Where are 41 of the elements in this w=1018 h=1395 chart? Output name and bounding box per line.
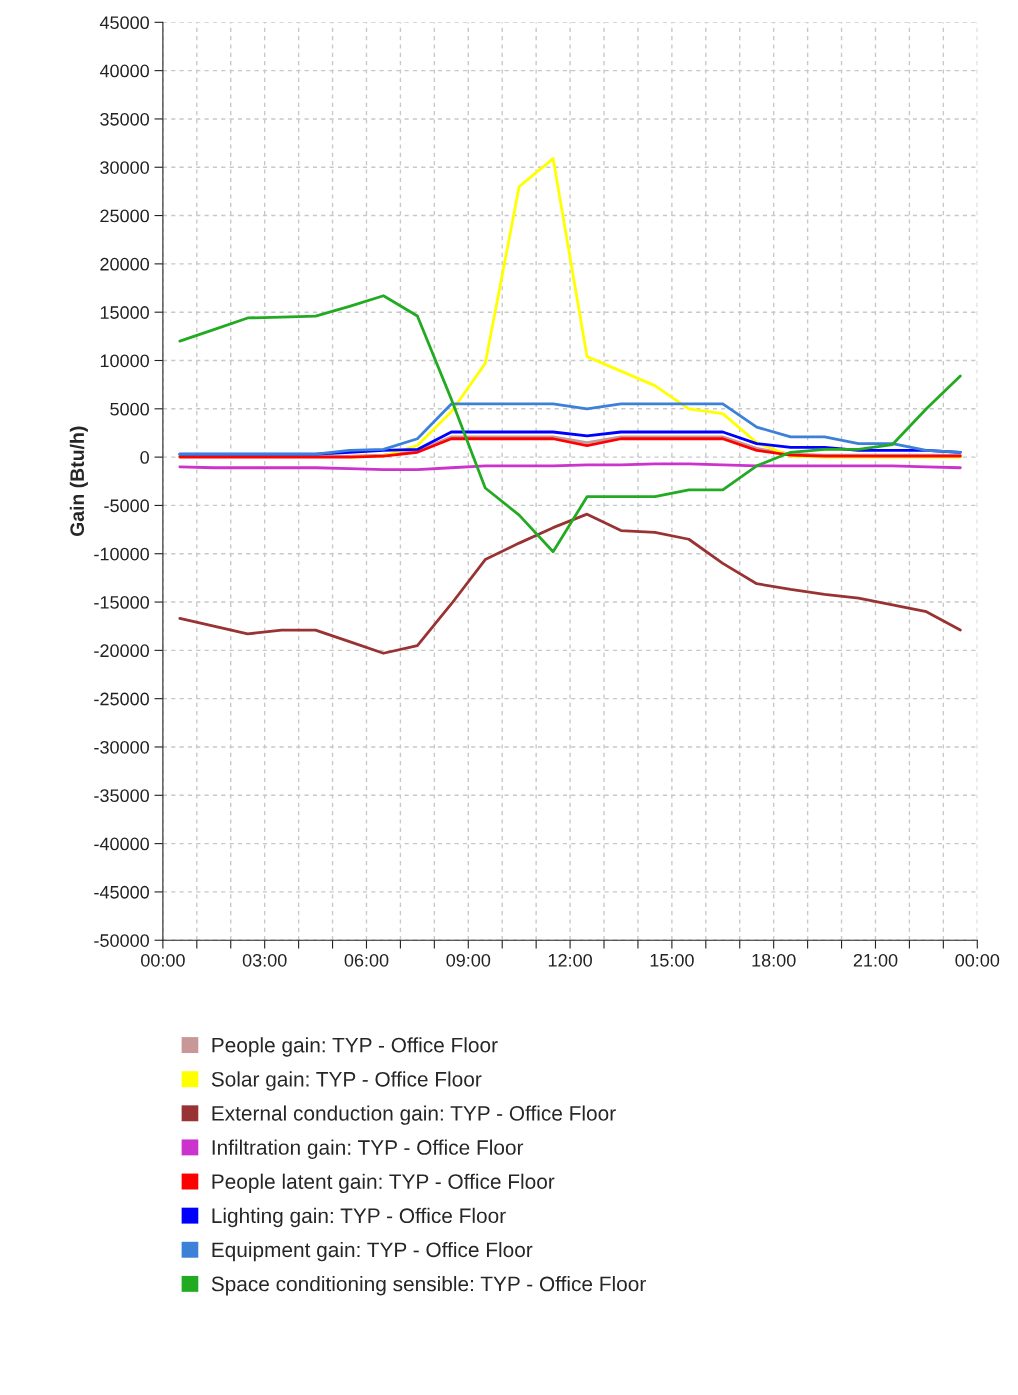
y-tick-label: 5000: [110, 402, 149, 416]
y-tick-label: -25000: [94, 692, 149, 706]
x-tick-label: 00:00: [955, 953, 1000, 967]
legend-label: Space conditioning sensible: TYP - Office Floor: [211, 1276, 646, 1296]
y-tick-label: -30000: [94, 740, 149, 754]
y-tick-label: 20000: [100, 257, 149, 271]
x-tick-label: 15:00: [650, 953, 694, 967]
y-tick-label: 0: [140, 451, 149, 464]
legend-label: External conduction gain: TYP - Office Floor: [212, 1105, 616, 1125]
x-tick-label: 09:00: [446, 953, 491, 967]
legend-label: Lighting gain: TYP - Office Floor: [212, 1207, 506, 1228]
y-tick-label: 40000: [99, 64, 149, 78]
y-tick-label: 15000: [100, 306, 149, 319]
legend-label: Solar gain: TYP - Office Floor: [211, 1071, 482, 1091]
legend-label: People latent gain: TYP - Office Floor: [212, 1173, 555, 1194]
y-tick-label: 30000: [100, 161, 149, 174]
line-series: [178, 294, 962, 554]
y-tick-label: 25000: [100, 209, 149, 223]
legend-label: People gain: TYP - Office Floor: [212, 1037, 498, 1057]
y-tick-label: -5000: [104, 499, 149, 513]
line-series: [178, 512, 962, 655]
x-tick-label: 18:00: [752, 953, 796, 967]
y-tick-label: 45000: [99, 16, 149, 30]
x-tick-label: 00:00: [141, 953, 185, 967]
x-tick-label: 06:00: [344, 953, 389, 967]
x-tick-label: 21:00: [853, 953, 898, 967]
y-tick-label: -15000: [94, 595, 149, 609]
legend-label: Infiltration gain: TYP - Office Floor: [212, 1139, 524, 1159]
x-tick-label: 12:00: [548, 953, 592, 967]
y-tick-label: -10000: [94, 547, 149, 561]
line-series: [178, 402, 962, 456]
y-tick-label: -45000: [94, 885, 149, 899]
legend-label: Equipment gain: TYP - Office Floor: [212, 1241, 533, 1262]
y-tick-label: -40000: [94, 837, 149, 851]
y-tick-label: -50000: [94, 934, 149, 947]
y-tick-label: 10000: [100, 354, 149, 368]
x-tick-label: 03:00: [242, 953, 287, 967]
y-tick-label: -20000: [94, 644, 149, 658]
y-axis-title: Gain (Btu/h): [69, 426, 88, 537]
y-tick-label: -35000: [94, 789, 149, 803]
y-tick-label: 35000: [100, 112, 149, 126]
